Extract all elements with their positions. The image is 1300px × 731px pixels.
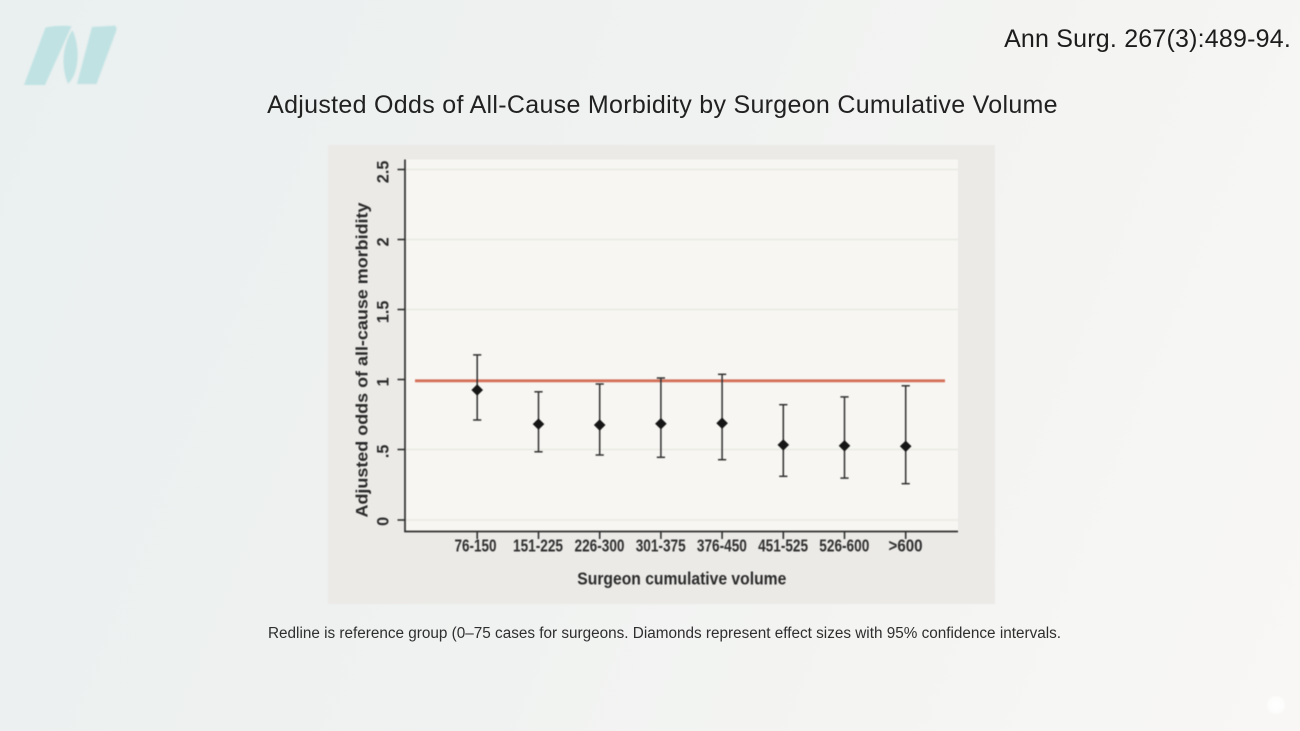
svg-text:1: 1: [375, 377, 393, 386]
svg-text:526-600: 526-600: [819, 536, 869, 556]
svg-text:0: 0: [375, 517, 393, 526]
svg-text:151-225: 151-225: [513, 536, 563, 556]
svg-text:2.5: 2.5: [375, 161, 393, 184]
svg-text:>600: >600: [889, 536, 923, 556]
svg-text:226-300: 226-300: [575, 536, 625, 556]
svg-text:Adjusted odds of all-cause mor: Adjusted odds of all-cause morbidity: [352, 202, 371, 518]
svg-text:376-450: 376-450: [697, 536, 747, 556]
svg-text:451-525: 451-525: [758, 536, 808, 556]
svg-text:2: 2: [375, 237, 393, 246]
svg-text:301-375: 301-375: [636, 536, 686, 556]
svg-text:Surgeon cumulative volume: Surgeon cumulative volume: [577, 569, 786, 589]
svg-text:.5: .5: [375, 445, 393, 459]
svg-text:76-150: 76-150: [455, 536, 497, 556]
svg-text:1.5: 1.5: [375, 301, 393, 324]
